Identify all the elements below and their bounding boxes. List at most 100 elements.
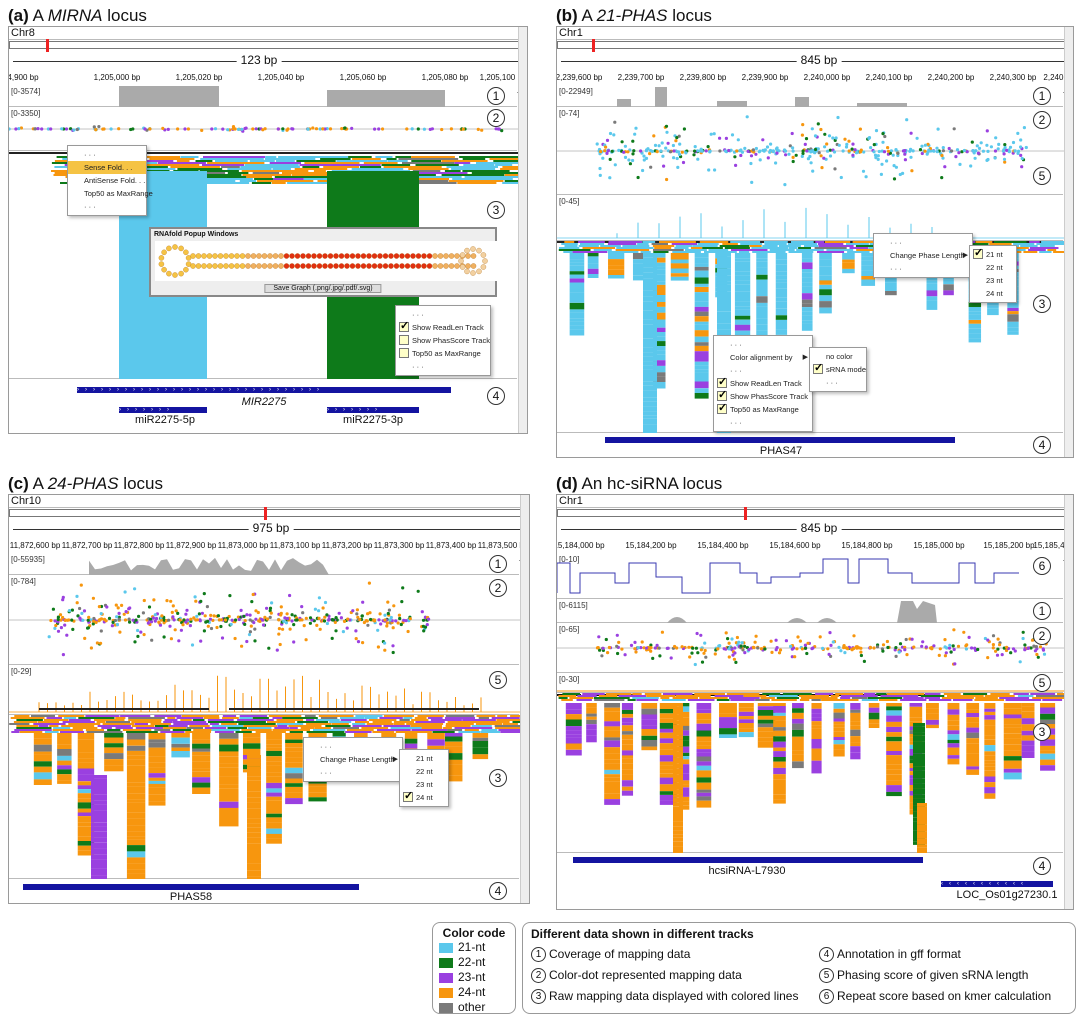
read-bar <box>637 243 649 245</box>
read-bar <box>913 774 925 779</box>
read-dot <box>851 142 855 146</box>
nucleotide <box>404 263 411 269</box>
annotation-track[interactable]: hcsiRNA-L7930 ‹‹‹‹‹‹‹‹‹‹‹ LOC_Os01g27230… <box>557 853 1063 909</box>
read-bar <box>696 756 712 762</box>
read-bar <box>126 750 146 756</box>
phase-option[interactable]: 24 nt <box>986 289 1003 298</box>
vertical-scrollbar[interactable] <box>1064 495 1073 909</box>
read-bar <box>659 769 677 774</box>
chromosome-ideogram[interactable] <box>9 39 527 52</box>
read-bar <box>643 369 657 375</box>
track-range: [0-3350] <box>11 109 41 118</box>
read-dot <box>276 127 280 131</box>
menu-item-phasscore[interactable]: Show PhasScore Track <box>714 389 812 403</box>
read-dot <box>109 127 113 131</box>
coverage-track[interactable]: [0-55935] 1 <box>9 553 519 575</box>
phase-option[interactable]: 22 nt <box>416 767 433 776</box>
vertical-scrollbar[interactable] <box>1064 27 1073 457</box>
read-dot <box>867 136 872 140</box>
annotation-track[interactable]: ››››››››››››››››››››››››››››››› MIR2275 … <box>9 383 517 433</box>
nucleotide <box>212 253 218 259</box>
read-bar <box>842 253 855 260</box>
coverage-track[interactable]: [0-6115] 1 <box>557 599 1063 623</box>
menu-item-color-alignment[interactable]: Color alignment by ▶ <box>730 353 808 362</box>
color-option[interactable]: sRNA mode <box>810 362 866 376</box>
phasing-track[interactable]: [0-45] <box>557 195 1065 241</box>
phase-option[interactable]: 21 nt <box>416 754 433 763</box>
read-bar <box>913 788 925 795</box>
annotation-track[interactable]: PHAS58 4 <box>9 879 519 903</box>
phase-option[interactable]: 22 nt <box>986 263 1003 272</box>
menu-item-top50[interactable]: Top50 as MaxRange <box>714 402 812 416</box>
read-bar <box>719 713 737 718</box>
read-bar <box>673 806 683 811</box>
vertical-scrollbar[interactable] <box>518 27 527 433</box>
dot-plot <box>557 628 1065 667</box>
dot-track[interactable]: [0-74] 2 5 <box>557 107 1065 195</box>
color-option[interactable]: no color <box>826 352 853 361</box>
gene-feature[interactable] <box>573 857 923 863</box>
vertical-scrollbar[interactable] <box>520 495 529 903</box>
read-bar <box>247 769 261 777</box>
read-bar <box>247 791 261 798</box>
gene2-feature[interactable]: ‹‹‹‹‹‹‹‹‹‹‹ <box>941 881 1053 887</box>
coverage-track[interactable]: [0-3574] 1 <box>9 85 517 107</box>
read-bar <box>1040 750 1056 754</box>
read-dot <box>981 149 985 153</box>
read-bar <box>618 695 646 697</box>
dot-track[interactable]: [0-784] 2 <box>9 575 521 665</box>
menu-item-phasscore[interactable]: Show PhasScore Track <box>396 334 490 347</box>
read-bar <box>717 294 731 299</box>
dot-track[interactable]: [0-65] 2 <box>557 623 1065 673</box>
chromosome-ideogram[interactable] <box>557 39 1073 52</box>
dot-track[interactable]: [0-3350] 2 <box>9 107 519 151</box>
menu-item-change-phase[interactable]: Change Phase Length ▶ <box>890 251 968 260</box>
chromosome-ideogram[interactable] <box>9 507 529 520</box>
phase-option[interactable]: 24 nt <box>400 790 448 804</box>
mir3p-feature[interactable]: ››››››› <box>327 407 419 413</box>
read-bar <box>106 721 131 723</box>
menu-item-change-phase[interactable]: Change Phase Length ▶ <box>320 755 398 764</box>
gene-feature[interactable] <box>23 884 359 890</box>
read-bar <box>694 297 709 302</box>
read-bar <box>56 156 72 158</box>
menu-item-top50[interactable]: Top50 as MaxRange <box>84 189 153 198</box>
read-bar <box>148 773 166 778</box>
read-bar <box>984 725 996 731</box>
gene-feature[interactable]: ››››››››››››››››››››››››››››››› <box>77 387 451 393</box>
legend-item: 2 Color-dot represented mapping data <box>531 968 798 989</box>
chromosome-ideogram[interactable] <box>557 507 1073 520</box>
read-bar <box>696 703 712 710</box>
menu-item-readlen[interactable]: Show ReadLen Track <box>714 376 812 390</box>
read-dot <box>59 626 64 630</box>
alignment-track[interactable]: 3 <box>557 693 1065 853</box>
save-graph-button[interactable]: Save Graph (.png/.jpg/.pdf/.svg) <box>264 284 382 293</box>
read-dot <box>787 152 791 156</box>
read-dot <box>153 619 157 623</box>
mir5p-label: miR2275-5p <box>135 414 195 426</box>
annotation-track[interactable]: PHAS47 4 <box>557 433 1063 457</box>
read-dot <box>862 150 866 154</box>
phase-option[interactable]: 23 nt <box>986 276 1003 285</box>
read-bar <box>308 786 327 793</box>
nucleotide <box>421 253 427 259</box>
repeat-track[interactable]: [0-10] 6 <box>557 553 1063 599</box>
menu-item-sense-fold[interactable]: Sense Fold. . . <box>68 161 146 174</box>
mir5p-feature[interactable]: ››››››› <box>119 407 207 413</box>
read-bar <box>833 708 845 713</box>
read-bar <box>383 725 411 727</box>
menu-item-top50[interactable]: Top50 as MaxRange <box>396 347 490 360</box>
read-dot <box>953 662 957 666</box>
gene-feature[interactable] <box>605 437 955 443</box>
read-bar <box>172 721 207 723</box>
menu-item-antisense-fold[interactable]: AntiSense Fold. . . <box>84 176 146 185</box>
menu-item-readlen[interactable]: Show ReadLen Track <box>396 320 490 334</box>
read-bar <box>148 733 166 740</box>
coverage-track[interactable]: [0-22949] 1 <box>557 85 1063 107</box>
phasing-track[interactable]: [0-30] 5 <box>557 673 1065 693</box>
phase-option[interactable]: 21 nt <box>970 247 1016 261</box>
read-bar <box>643 253 657 258</box>
read-bar <box>966 709 980 714</box>
phase-option[interactable]: 23 nt <box>416 780 433 789</box>
phasing-track[interactable]: [0-29] 5 <box>9 665 521 715</box>
